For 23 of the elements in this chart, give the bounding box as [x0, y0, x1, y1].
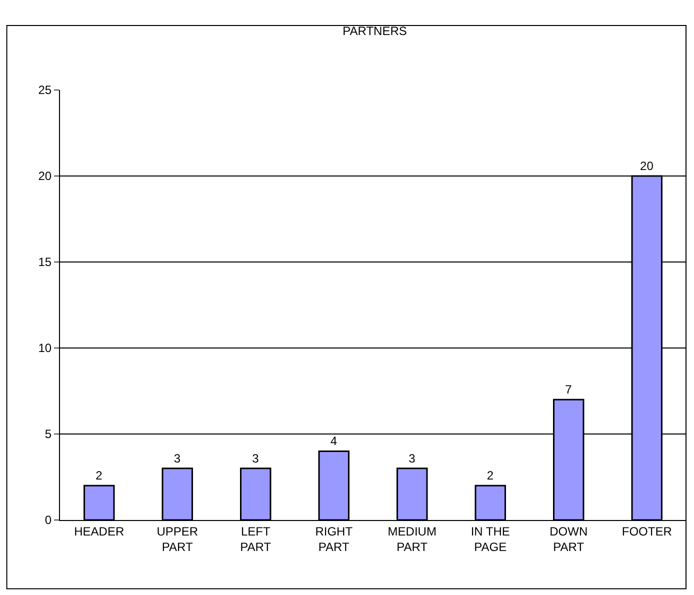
- y-tick-label: 15: [38, 255, 52, 270]
- y-tick-label: 10: [38, 341, 52, 356]
- x-tick-label: FOOTER: [622, 524, 672, 538]
- data-label: 7: [565, 382, 572, 397]
- x-tick-label: LEFT PART: [240, 524, 272, 554]
- y-tick-label: 25: [38, 83, 52, 98]
- y-tick-label: 20: [38, 169, 52, 184]
- data-label: 3: [174, 451, 181, 466]
- y-tick-label: 0: [44, 513, 52, 528]
- data-label: 3: [408, 451, 416, 466]
- data-label: 4: [330, 434, 338, 448]
- x-tick-label: RIGHT PART: [315, 524, 354, 554]
- x-tick-label: IN THE PAGE: [470, 524, 510, 554]
- y-tick-label: 5: [44, 427, 52, 442]
- data-label: 2: [96, 468, 103, 483]
- x-tick-label: HEADER: [74, 524, 124, 538]
- chart-title: PARTNERS: [342, 24, 407, 38]
- data-label: 2: [486, 468, 494, 483]
- x-tick-label: MEDIUM PART: [388, 524, 436, 554]
- data-label: 3: [252, 451, 260, 466]
- x-tick-label: DOWN PART: [550, 524, 588, 554]
- x-tick-label: UPPER PART: [156, 524, 198, 554]
- data-label: 20: [640, 159, 654, 173]
